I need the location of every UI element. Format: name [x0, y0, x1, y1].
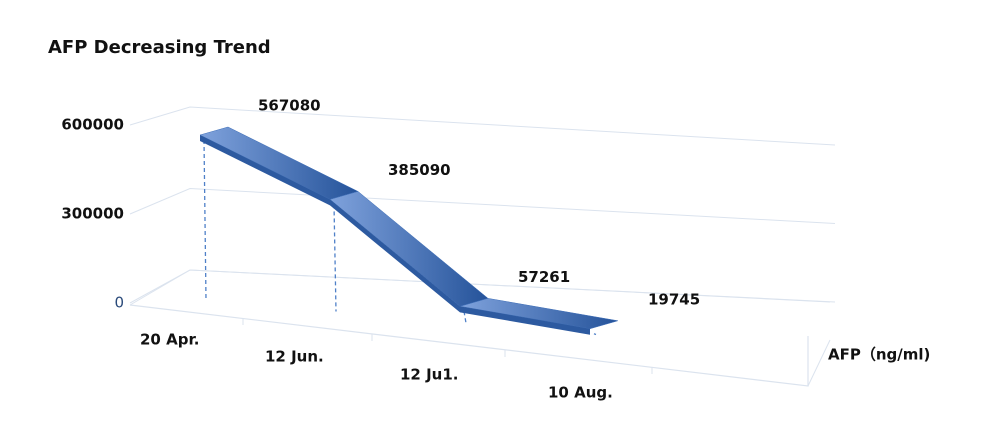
data-label: 385090 [388, 161, 451, 179]
y-tick-label: 300000 [61, 205, 124, 223]
data-label: 19745 [648, 290, 700, 308]
drop-line [203, 139, 207, 301]
x-tick-label: 20 Apr. [140, 331, 199, 349]
x-tick-label: 12 Jun. [265, 348, 324, 366]
grid-line [129, 106, 836, 146]
floor-front [129, 304, 809, 387]
legend-label: AFP（ng/ml) [828, 346, 930, 364]
data-label: 567080 [258, 96, 321, 114]
chart-title: AFP Decreasing Trend [48, 37, 271, 58]
x-tick-label: 10 Aug. [548, 384, 613, 402]
drop-line [463, 311, 467, 324]
floor-right [807, 339, 831, 387]
y-tick-label: 0 [114, 294, 124, 312]
ribbon-edge [330, 199, 460, 313]
drop-line [593, 333, 597, 336]
ribbon-edge [460, 306, 590, 335]
ribbon-edge [200, 134, 330, 206]
grid-line [129, 187, 836, 224]
y-tick-label: 600000 [61, 116, 124, 134]
x-tick-label: 12 Ju1. [400, 366, 459, 384]
grid-line [129, 269, 836, 304]
ribbon-face [199, 126, 359, 200]
floor-ticks [242, 318, 653, 374]
ribbon-face [329, 191, 489, 307]
drop-line [333, 204, 337, 312]
data-label: 57261 [518, 268, 570, 286]
